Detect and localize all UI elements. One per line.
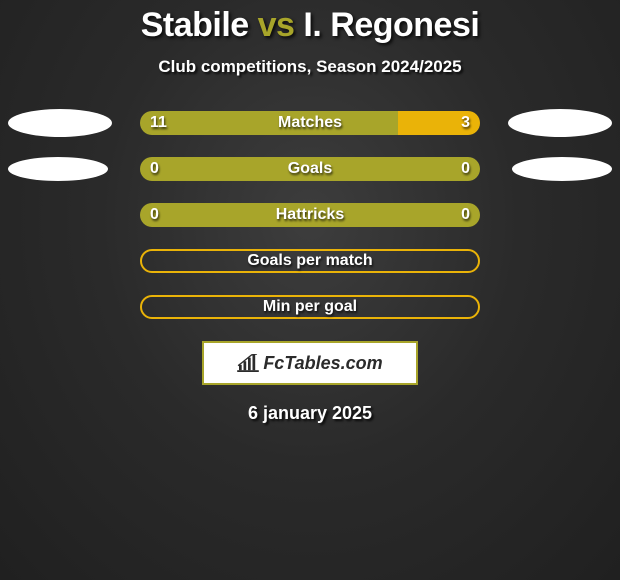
title-player1: Stabile — [141, 6, 249, 44]
bar-seg-left — [140, 111, 398, 135]
stat-value-left: 11 — [150, 111, 167, 135]
player2-logo-placeholder — [508, 109, 612, 137]
page-title: Stabile vs I. Regonesi — [0, 0, 620, 45]
title-player2: I. Regonesi — [303, 6, 479, 44]
player2-logo-placeholder — [512, 157, 612, 181]
stat-value-right: 0 — [461, 157, 470, 181]
stat-bar — [140, 249, 480, 273]
date-label: 6 january 2025 — [0, 403, 620, 424]
stat-row: Min per goal — [0, 295, 620, 319]
logo-box: FcTables.com — [202, 341, 418, 385]
stat-row: Goals per match — [0, 249, 620, 273]
stat-value-right: 3 — [461, 111, 470, 135]
stat-bar — [140, 111, 480, 135]
stat-row: 00Hattricks — [0, 203, 620, 227]
stat-row: 113Matches — [0, 111, 620, 135]
stat-bar — [140, 203, 480, 227]
title-vs: vs — [258, 6, 295, 44]
player1-logo-placeholder — [8, 109, 112, 137]
comparison-card: Stabile vs I. Regonesi Club competitions… — [0, 0, 620, 580]
stat-bar — [140, 295, 480, 319]
logo-text: FcTables.com — [263, 353, 382, 374]
stat-value-left: 0 — [150, 157, 159, 181]
stat-bar — [140, 157, 480, 181]
stat-value-left: 0 — [150, 203, 159, 227]
player1-logo-placeholder — [8, 157, 108, 181]
stat-value-right: 0 — [461, 203, 470, 227]
stat-row: 00Goals — [0, 157, 620, 181]
subtitle: Club competitions, Season 2024/2025 — [0, 57, 620, 77]
chart-icon — [237, 354, 259, 372]
stat-rows: 113Matches00Goals00HattricksGoals per ma… — [0, 111, 620, 319]
